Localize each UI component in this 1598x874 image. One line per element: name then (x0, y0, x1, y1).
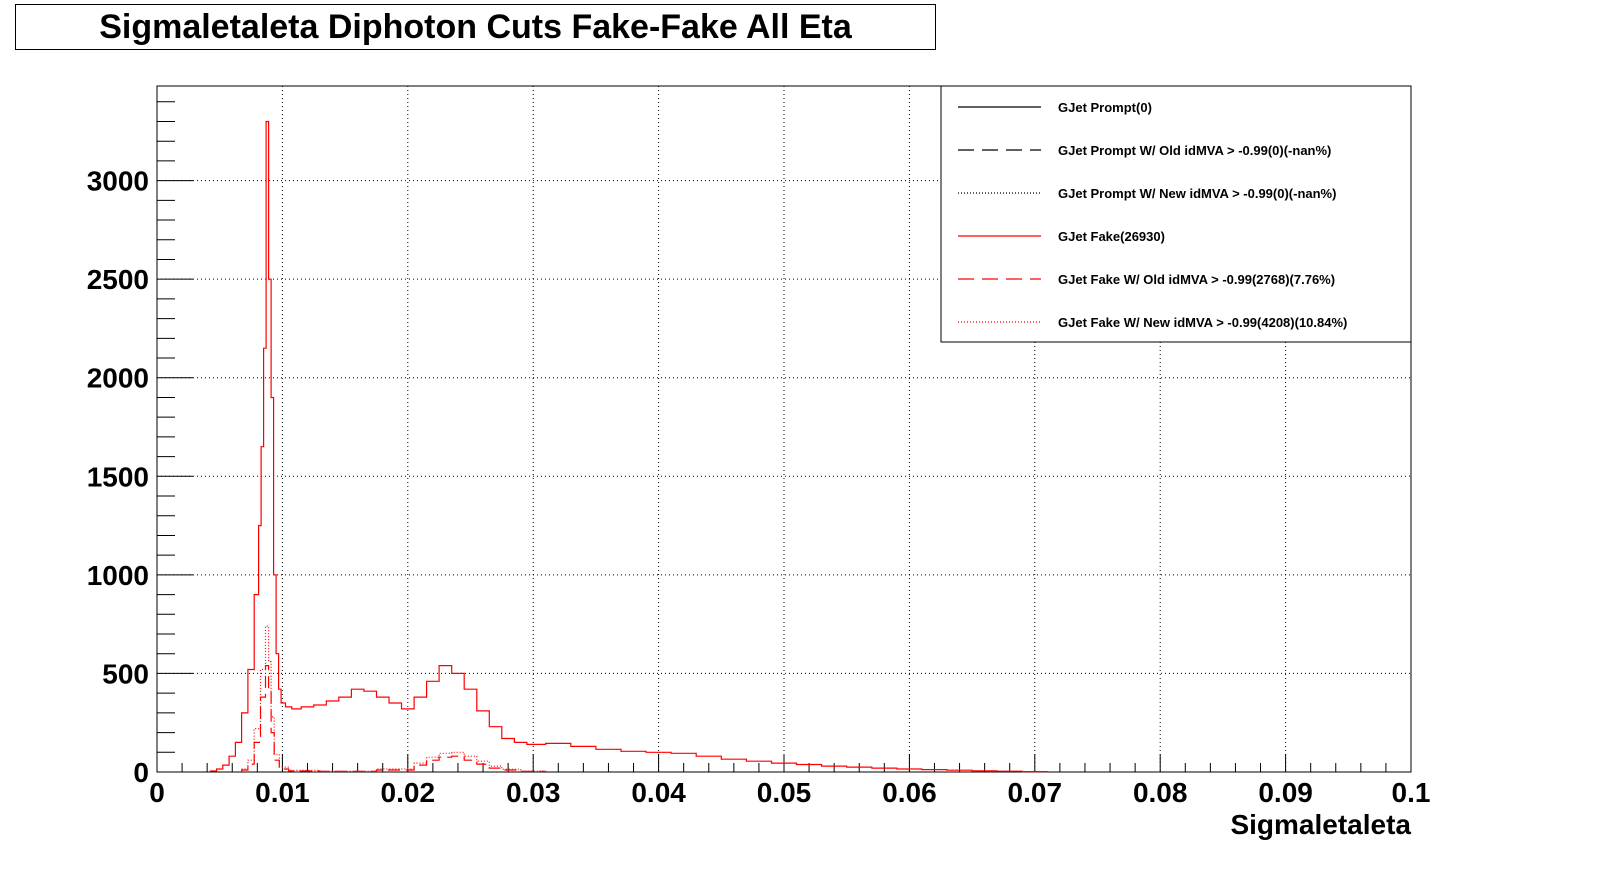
legend-entry-1: GJet Prompt W/ Old idMVA > -0.99(0)(-nan… (1058, 143, 1331, 158)
legend-entry-4: GJet Fake W/ Old idMVA > -0.99(2768)(7.7… (1058, 272, 1335, 287)
x-tick-label: 0.03 (506, 777, 561, 808)
x-tick-label: 0.05 (757, 777, 812, 808)
x-axis-title: Sigmaletaleta (1230, 809, 1411, 840)
x-tick-label: 0.08 (1133, 777, 1188, 808)
x-tick-label: 0.1 (1392, 777, 1431, 808)
chart-title-box: Sigmaletaleta Diphoton Cuts Fake-Fake Al… (15, 4, 936, 50)
x-tick-label: 0.04 (631, 777, 686, 808)
series-line-5 (241, 625, 547, 772)
y-tick-label: 2500 (87, 264, 149, 295)
y-tick-label: 1500 (87, 461, 149, 492)
y-tick-label: 0 (133, 757, 149, 788)
chart-title: Sigmaletaleta Diphoton Cuts Fake-Fake Al… (99, 7, 852, 46)
legend-entry-3: GJet Fake(26930) (1058, 229, 1165, 244)
legend-entry-5: GJet Fake W/ New idMVA > -0.99(4208)(10.… (1058, 315, 1347, 330)
legend-entry-0: GJet Prompt(0) (1058, 100, 1152, 115)
y-tick-label: 2000 (87, 363, 149, 394)
series-line-3 (209, 120, 1048, 773)
x-tick-label: 0 (149, 777, 165, 808)
x-tick-label: 0.01 (255, 777, 310, 808)
y-tick-label: 1000 (87, 560, 149, 591)
x-tick-label: 0.09 (1258, 777, 1313, 808)
y-tick-label: 3000 (87, 166, 149, 197)
series-line-4 (241, 665, 547, 772)
legend-box (940, 85, 1412, 343)
y-tick-label: 500 (102, 658, 149, 689)
legend-entry-2: GJet Prompt W/ New idMVA > -0.99(0)(-nan… (1058, 186, 1336, 201)
x-tick-label: 0.06 (882, 777, 937, 808)
x-tick-label: 0.07 (1008, 777, 1063, 808)
x-tick-label: 0.02 (381, 777, 436, 808)
